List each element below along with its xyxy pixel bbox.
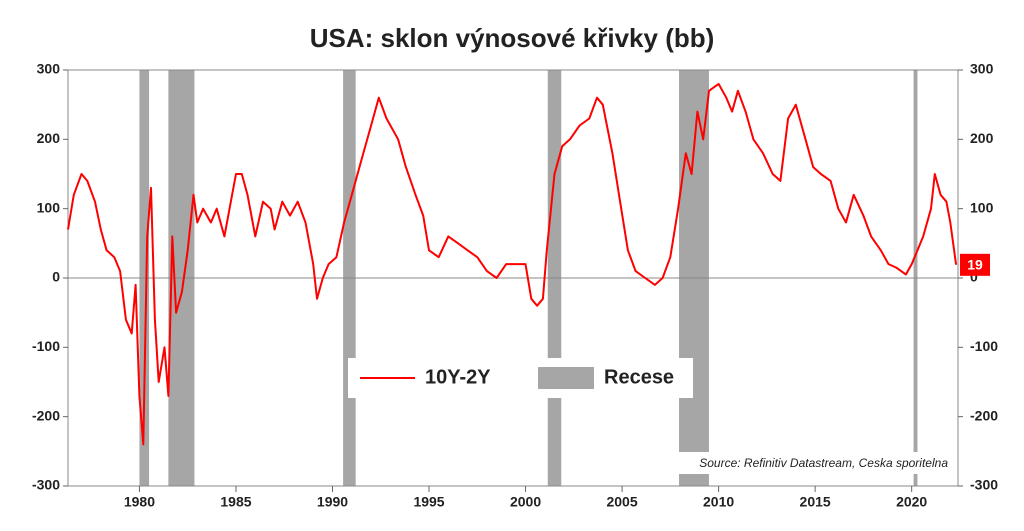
y-tick-label: 200 xyxy=(37,130,61,146)
y-tick-label: 0 xyxy=(52,269,60,285)
y2-tick-label: 0 xyxy=(970,269,978,285)
y-tick-label: -100 xyxy=(32,338,60,354)
source-note: Source: Refinitiv Datastream, Ceska spor… xyxy=(699,456,948,470)
x-tick-label: 2000 xyxy=(510,494,541,510)
y-tick-label: -200 xyxy=(32,407,60,423)
legend-label: 10Y-2Y xyxy=(425,366,491,388)
series-line xyxy=(67,82,958,446)
end-label-box xyxy=(960,253,990,276)
x-tick-label: 1985 xyxy=(220,494,251,510)
y2-tick-label: -300 xyxy=(970,477,998,493)
y-tick-label: -300 xyxy=(32,477,60,493)
x-tick-label: 1995 xyxy=(413,494,444,510)
legend-label: Recese xyxy=(604,366,674,388)
x-tick-label: 1990 xyxy=(317,494,348,510)
legend-swatch xyxy=(538,367,594,389)
end-label: 19 xyxy=(967,257,983,273)
x-tick-label: 2020 xyxy=(896,494,927,510)
y2-tick-label: -200 xyxy=(970,407,998,423)
x-tick-label: 2010 xyxy=(703,494,734,510)
y2-tick-label: 200 xyxy=(970,130,994,146)
y2-tick-label: 300 xyxy=(970,61,994,77)
x-tick-label: 1980 xyxy=(124,494,155,510)
y-tick-label: 300 xyxy=(37,61,61,77)
y-tick-label: 100 xyxy=(37,199,61,215)
x-tick-label: 2005 xyxy=(606,494,637,510)
annotation-bg xyxy=(622,452,952,474)
x-tick-label: 2015 xyxy=(800,494,831,510)
chart-title: USA: sklon výnosové křivky (bb) xyxy=(310,23,715,53)
y2-tick-label: -100 xyxy=(970,338,998,354)
y2-tick-label: 100 xyxy=(970,199,994,215)
